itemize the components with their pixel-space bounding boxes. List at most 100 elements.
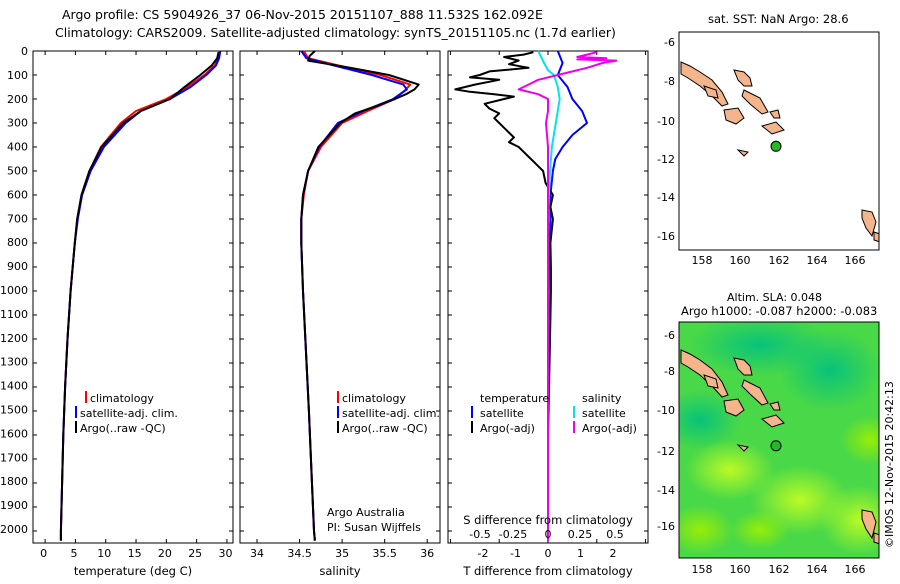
- sla-map: [679, 322, 879, 558]
- legend-label: satellite-adj. clim.: [342, 407, 440, 420]
- sla-map-yticks: -6 -8 -10 -12 -14 -16: [657, 329, 675, 533]
- depth-tick: 1900: [0, 499, 28, 512]
- sla-argo-position-marker[interactable]: [770, 440, 782, 452]
- s-diff-tick: -0.5: [469, 528, 490, 541]
- legend-label: climatology: [90, 392, 154, 405]
- salinity-panel-frame: [239, 50, 441, 544]
- sla-xtick: 160: [730, 563, 751, 576]
- s-diff-tick: 0.5: [606, 528, 624, 541]
- sla-ytick: -6: [664, 329, 675, 342]
- sst-ytick: -8: [664, 75, 675, 88]
- t-diff-tick: 0: [545, 547, 552, 560]
- sla-ytick: -14: [657, 484, 675, 497]
- depth-tick: 0: [21, 45, 28, 58]
- sst-ytick: -14: [657, 191, 675, 204]
- sla-map-frame: [678, 321, 880, 559]
- legend-label: Argo(..raw -QC): [342, 422, 428, 435]
- diff-t-argo-line: [454, 51, 554, 541]
- temp-xtick: 15: [128, 547, 142, 560]
- depth-tick: 200: [7, 93, 28, 106]
- depth-tick: 1700: [0, 451, 28, 464]
- depth-tick: 500: [7, 165, 28, 178]
- salinity-xticks: 34 34.5 35 35.5 36: [250, 547, 434, 560]
- salinity-xlabel: salinity: [319, 564, 360, 578]
- sst-map-frame: [678, 31, 880, 251]
- credit-line1: Argo Australia: [327, 506, 405, 519]
- sla-map-xticks: 158 160 162 164 166: [692, 563, 866, 576]
- s-diff-tick: 0.25: [568, 528, 593, 541]
- temp-xtick: 5: [71, 547, 78, 560]
- sst-argo-position-marker[interactable]: [770, 140, 782, 152]
- depth-tick: 1400: [0, 380, 28, 393]
- temperature-xlabel: temperature (deg C): [74, 564, 192, 578]
- header-line1: Argo profile: CS 5904926_37 06-Nov-2015 …: [62, 7, 543, 22]
- sla-map-title1: Altim. SLA: 0.048: [727, 291, 822, 304]
- depth-tick: 900: [7, 260, 28, 273]
- temp-series-climatology-line: [59, 50, 221, 541]
- sst-xtick: 158: [692, 254, 713, 267]
- sal-xtick: 35.5: [372, 547, 397, 560]
- depth-tick: 400: [7, 141, 28, 154]
- legend-label: satellite: [582, 407, 626, 420]
- legend-label: satellite: [480, 407, 524, 420]
- difference-xticks-T: -2 -1 0 1 2: [478, 547, 617, 560]
- imos-stamp: ©IMOS 12-Nov-2015 20:42:13: [883, 381, 896, 548]
- sst-xtick: 160: [730, 254, 751, 267]
- sla-ytick: -16: [657, 520, 675, 533]
- sst-map-xticks: 158 160 162 164 166: [692, 254, 866, 267]
- sal-series-satellite-line: [300, 50, 408, 541]
- depth-tick: 100: [7, 69, 28, 82]
- depth-tick: 1100: [0, 308, 28, 321]
- sla-coastline: [680, 349, 879, 545]
- sla-xtick: 164: [807, 563, 828, 576]
- sst-xtick: 166: [845, 254, 866, 267]
- depth-tick: 2000: [0, 523, 28, 536]
- sla-map-title2: Argo h1000: -0.087 h2000: -0.083: [681, 304, 877, 318]
- depth-tick: 1300: [0, 356, 28, 369]
- sal-xtick: 36: [420, 547, 434, 560]
- depth-tick: 700: [7, 212, 28, 225]
- header-line2: Climatology: CARS2009. Satellite-adjuste…: [55, 25, 616, 40]
- sst-xtick: 162: [769, 254, 790, 267]
- sal-series-climatology-line: [300, 50, 412, 541]
- profile-curves: [59, 50, 618, 541]
- sla-xtick: 162: [769, 563, 790, 576]
- sla-xtick: 166: [845, 563, 866, 576]
- sal-xtick: 34: [250, 547, 264, 560]
- salinity-legend: climatology satellite-adj. clim. Argo(..…: [327, 391, 440, 534]
- sst-map-title: sat. SST: NaN Argo: 28.6: [708, 12, 849, 26]
- t-diff-tick: 2: [610, 547, 617, 560]
- sst-map-yticks: -6 -8 -10 -12 -14 -16: [657, 36, 675, 243]
- legend-title-salinity: salinity: [582, 392, 622, 405]
- sst-ytick: -10: [657, 115, 675, 128]
- diff-t-satellite-line: [547, 50, 588, 541]
- depth-tick: 1200: [0, 332, 28, 345]
- sst-ytick: -6: [664, 36, 675, 49]
- sst-ytick: -16: [657, 230, 675, 243]
- temp-xtick: 25: [188, 547, 202, 560]
- depth-tick: 1800: [0, 475, 28, 488]
- s-difference-label: S difference from climatology: [463, 513, 633, 527]
- sst-coastline: [680, 61, 879, 243]
- temperature-xticks: 0 5 10 15 20 25 30: [40, 547, 232, 560]
- depth-tick: 300: [7, 117, 28, 130]
- sal-xtick: 34.5: [287, 547, 312, 560]
- depth-tick: 600: [7, 188, 28, 201]
- difference-legend: temperature salinity satellite Argo(-adj…: [471, 392, 637, 435]
- sst-xtick: 164: [807, 254, 828, 267]
- depth-tick: 1500: [0, 404, 28, 417]
- sla-ytick: -12: [657, 445, 675, 458]
- legend-label: climatology: [342, 392, 406, 405]
- depth-tick: 800: [7, 236, 28, 249]
- difference-xticks-S: -0.5 -0.25 0 0.25 0.5: [469, 528, 623, 541]
- temperature-panel-frame: [32, 50, 234, 544]
- legend-label: satellite-adj. clim.: [80, 407, 178, 420]
- legend-label: Argo(..raw -QC): [80, 422, 166, 435]
- sla-xtick: 158: [692, 563, 713, 576]
- depth-tick: 1600: [0, 427, 28, 440]
- diff-s-argo-line: [517, 51, 618, 541]
- sst-ytick: -12: [657, 153, 675, 166]
- t-difference-xlabel: T difference from climatology: [462, 564, 633, 578]
- legend-title-temperature: temperature: [480, 392, 549, 405]
